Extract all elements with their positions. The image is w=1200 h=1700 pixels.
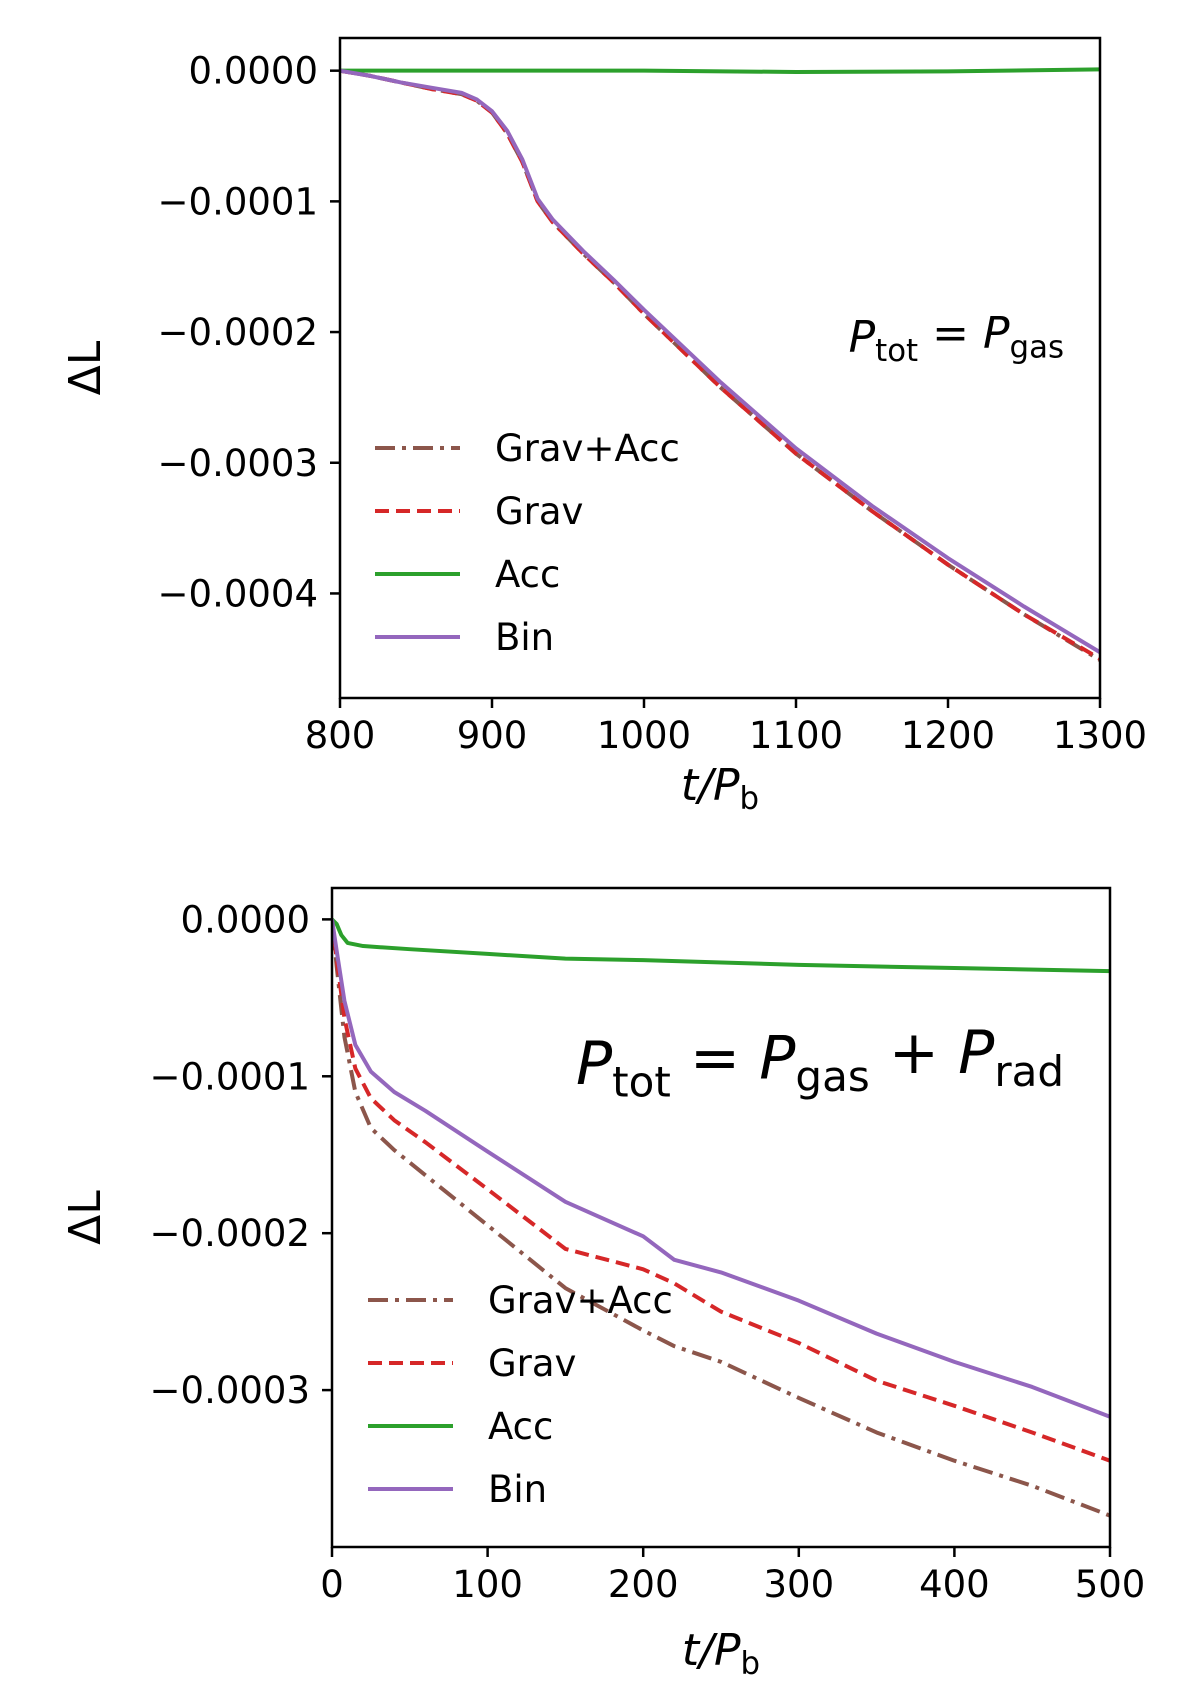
x-tick-label: 500 [1075, 1563, 1146, 1606]
y-tick-label: −0.0002 [150, 1212, 310, 1255]
x-axis-label: t/Pb [682, 1625, 760, 1682]
chart-panel-2: 0 100 200 300 400 500 0.0000 −0.0001 −0.0002 −0.0… [60, 886, 1146, 1682]
y-tick-label: 0.0000 [189, 50, 318, 93]
series-line-acc [332, 917, 1110, 974]
series-line-acc [340, 67, 1100, 74]
legend-label-acc: Acc [488, 1405, 553, 1448]
series-line-bin [332, 919, 1110, 1419]
x-axis-label: t/Pb [681, 760, 759, 817]
x-tick-label: 200 [608, 1563, 679, 1606]
series-lines [332, 917, 1110, 1518]
legend-label-grav: Grav [488, 1342, 576, 1385]
x-tick-label: 300 [763, 1563, 834, 1606]
x-tick-label: 1100 [749, 714, 843, 757]
legend-label-acc: Acc [495, 553, 560, 596]
x-tick-label: 400 [919, 1563, 990, 1606]
legend-label-bin: Bin [495, 616, 554, 659]
chart-panel-1: 800 900 1000 1100 1200 1300 0.0000 −0.0001 −0.00… [60, 36, 1147, 817]
annotation-part: P [759, 1024, 796, 1094]
x-tick-label: 1300 [1053, 714, 1147, 757]
y-tick-label: −0.0002 [158, 311, 318, 354]
x-axis-label-main: t/P [681, 760, 740, 811]
y-tick-label: 0.0000 [181, 898, 310, 941]
series-lines [340, 67, 1100, 662]
annotation-part: P [576, 1029, 613, 1099]
legend-label-grav: Grav [495, 490, 583, 533]
x-tick-label: 800 [305, 714, 376, 757]
x-tick-label: 900 [457, 714, 528, 757]
pressure-annotation: Ptot = Pgas + Prad [576, 1018, 1064, 1106]
annotation-subscript: tot [875, 333, 918, 369]
annotation-part: = [932, 308, 983, 359]
legend: Grav+Acc Grav Acc Bin [368, 1279, 673, 1511]
series-line-bin [340, 68, 1100, 654]
annotation-subscript: tot [612, 1058, 671, 1107]
annotation-subscript: rad [994, 1047, 1064, 1096]
series-line-grav-acc [332, 919, 1110, 1518]
y-axis-label: ΔL [60, 340, 111, 395]
y-tick-label: −0.0003 [158, 442, 318, 485]
annotation-subscript: gas [1010, 329, 1064, 365]
pressure-annotation: Ptot = Pgas [849, 308, 1064, 369]
series-line-grav [340, 68, 1100, 661]
x-tick-label: 1200 [901, 714, 995, 757]
legend-label-grav-acc: Grav+Acc [488, 1279, 673, 1322]
y-axis-label: ΔL [60, 1190, 111, 1245]
y-tick-label: −0.0001 [158, 180, 318, 223]
legend: Grav+Acc Grav Acc Bin [375, 427, 680, 659]
x-axis-label-sub: b [741, 1646, 761, 1682]
legend-label-grav-acc: Grav+Acc [495, 427, 680, 470]
plot-frame [338, 36, 1102, 700]
x-axis-label-main: t/P [682, 1625, 741, 1676]
annotation-part: P [849, 312, 876, 363]
annotation-part: P [958, 1018, 995, 1088]
annotation-subscript: gas [795, 1052, 869, 1101]
y-tick-label: −0.0004 [158, 572, 318, 615]
y-tick-label: −0.0003 [150, 1369, 310, 1412]
x-tick-label: 0 [320, 1563, 344, 1606]
series-line-grav-acc [340, 68, 1100, 662]
x-axis-label-sub: b [740, 781, 760, 817]
x-tick-label: 1000 [597, 714, 691, 757]
annotation-part: + [889, 1018, 958, 1088]
x-tick-label: 100 [452, 1563, 523, 1606]
legend-label-bin: Bin [488, 1468, 547, 1511]
annotation-part: P [983, 308, 1010, 359]
plot-frame [330, 886, 1112, 1549]
annotation-part: = [690, 1024, 759, 1094]
y-tick-label: −0.0001 [150, 1055, 310, 1098]
series-line-grav [332, 919, 1110, 1463]
